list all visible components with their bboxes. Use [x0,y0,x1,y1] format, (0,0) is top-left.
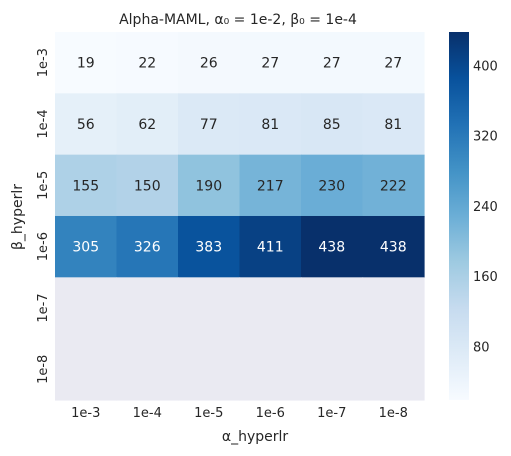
heatmap-cell [239,93,302,156]
y-tick-label: 1e-8 [36,355,51,384]
heatmap-cell [178,154,241,217]
cell-value-label: 411 [257,240,284,256]
cell-value-label: 305 [72,240,99,256]
cell-value-label: 22 [138,56,156,72]
x-tick-label: 1e-6 [256,406,285,421]
heatmap-cell [301,154,364,217]
x-axis-label: α_hyperlr [222,429,289,445]
heatmap-cell [239,277,302,340]
heatmap-cell [362,154,425,217]
x-tick-label: 1e-3 [71,406,100,421]
heatmap-cell [362,338,425,401]
colorbar [449,32,469,400]
heatmap-cell-labels: 19 22 26 27 27 27 56 62 77 81 85 81 155 150 190 217 230 2… [72,56,406,256]
cell-value-label: 222 [380,178,407,194]
colorbar-tick-label: 80 [473,340,490,355]
cell-value-label: 77 [200,117,218,133]
colorbar-tick-label: 240 [473,200,498,215]
heatmap-cell [116,154,179,217]
x-tick-label: 1e-4 [133,406,162,421]
heatmap-cell [178,93,241,156]
y-tick-label: 1e-3 [36,48,51,77]
cell-value-label: 190 [195,178,222,194]
cell-value-label: 27 [323,56,341,72]
y-axis-label: β_hyperlr [10,184,26,250]
heatmap-cell [116,277,179,340]
heatmap-cell [178,32,241,94]
heatmap-cell [301,277,364,340]
colorbar-tick-label: 400 [473,59,498,74]
cell-value-label: 26 [200,56,218,72]
heatmap-cell [362,93,425,156]
cell-value-label: 19 [77,56,95,72]
chart-title: Alpha-MAML, α₀ = 1e-2, β₀ = 1e-4 [119,12,357,28]
heatmap-cell [178,215,241,278]
cell-value-label: 81 [261,117,279,133]
heatmap-cell [178,277,241,340]
heatmap-cell [116,32,179,94]
cell-value-label: 27 [261,56,279,72]
heatmap-cells [55,32,425,401]
heatmap-cell [116,93,179,156]
y-tick-labels: 1e-3 1e-4 1e-5 1e-6 1e-7 1e-8 [36,48,51,384]
heatmap-cell [239,32,302,94]
heatmap-cell [55,338,118,401]
heatmap-cell [55,93,118,156]
cell-value-label: 150 [134,178,161,194]
heatmap-cell [239,154,302,217]
colorbar-tick-labels: 80 160 240 320 400 [473,59,498,355]
y-tick-label: 1e-6 [36,232,51,261]
heatmap-cell [116,338,179,401]
heatmap-cell [301,338,364,401]
x-tick-label: 1e-7 [317,406,346,421]
colorbar-tick-label: 320 [473,130,498,145]
heatmap-cell [239,338,302,401]
heatmap-cell [55,215,118,278]
heatmap-cell [178,338,241,401]
cell-value-label: 85 [323,117,341,133]
heatmap-cell [362,215,425,278]
heatmap-cell [116,215,179,278]
heatmap-cell [55,277,118,340]
y-tick-label: 1e-4 [36,109,51,138]
heatmap-cell [301,215,364,278]
x-tick-label: 1e-5 [194,406,223,421]
x-tick-labels: 1e-3 1e-4 1e-5 1e-6 1e-7 1e-8 [71,406,408,421]
heatmap-cell [55,32,118,94]
cell-value-label: 155 [72,178,99,194]
heatmap-cell [301,93,364,156]
cell-value-label: 81 [384,117,402,133]
y-tick-label: 1e-7 [36,293,51,322]
heatmap-cell [362,32,425,94]
cell-value-label: 438 [318,240,345,256]
cell-value-label: 326 [134,240,161,256]
heatmap-cell [301,32,364,94]
y-tick-label: 1e-5 [36,171,51,200]
cell-value-label: 383 [195,240,222,256]
cell-value-label: 438 [380,240,407,256]
cell-value-label: 230 [318,178,345,194]
cell-value-label: 62 [138,117,156,133]
x-tick-label: 1e-8 [379,406,408,421]
cell-value-label: 217 [257,178,284,194]
heatmap-cell [239,215,302,278]
cell-value-label: 56 [77,117,95,133]
colorbar-tick-label: 160 [473,270,498,285]
heatmap-cell [55,154,118,217]
heatmap-cell [362,277,425,340]
cell-value-label: 27 [384,56,402,72]
